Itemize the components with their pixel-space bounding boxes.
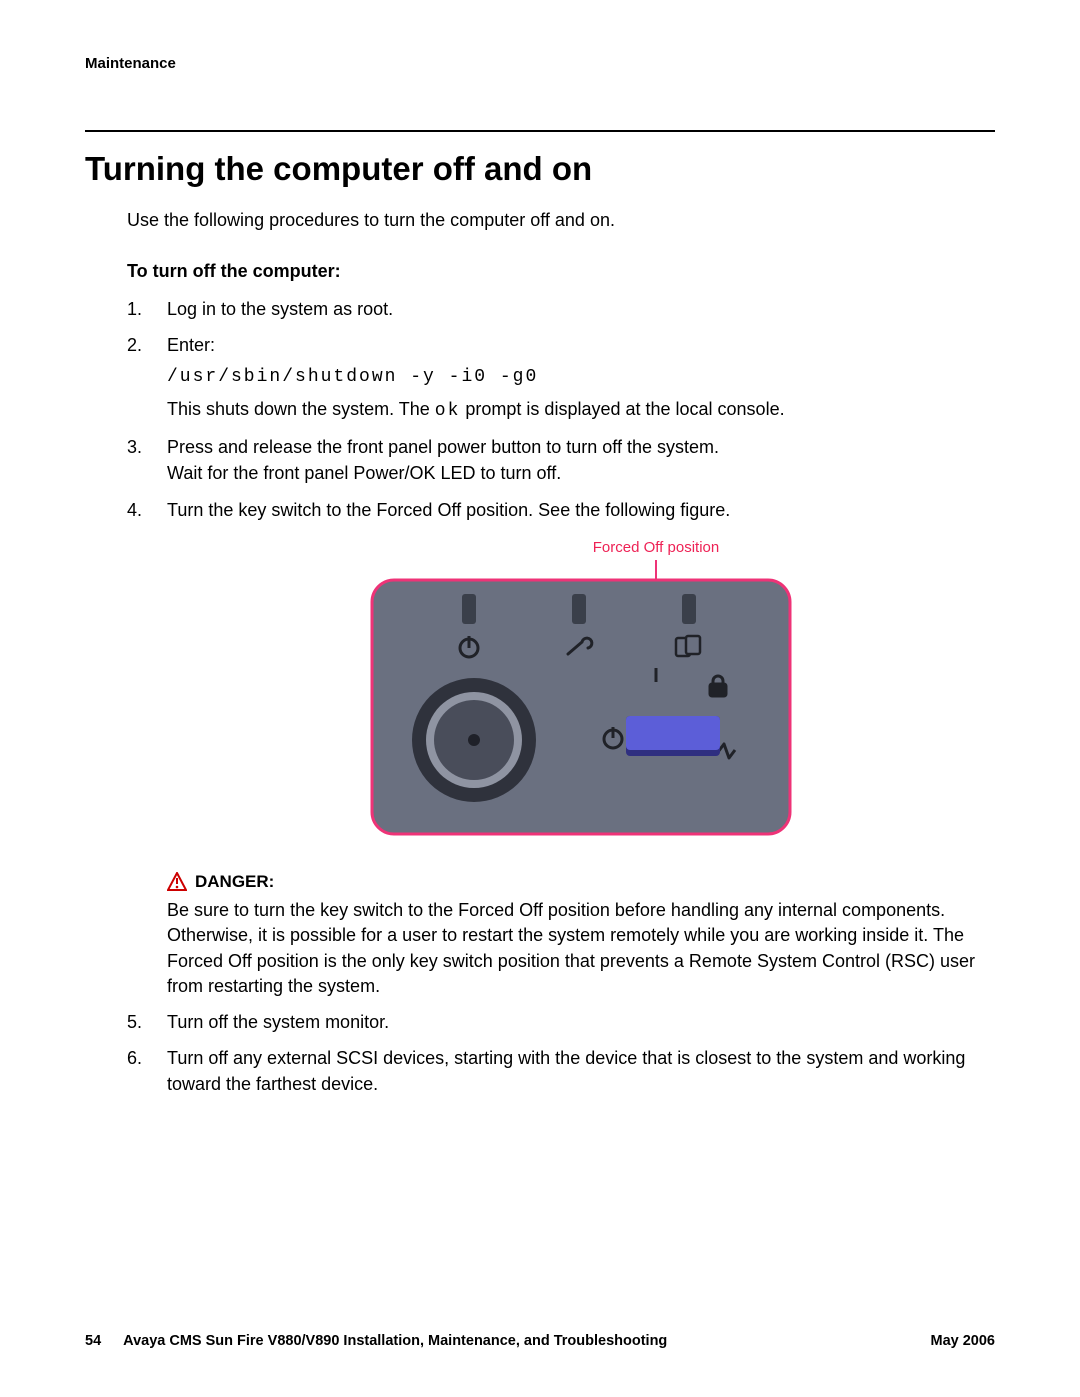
- step-text: Log in to the system as root.: [167, 299, 393, 319]
- step-text: Turn off the system monitor.: [167, 1012, 389, 1032]
- step-number: 4.: [127, 497, 142, 523]
- step-number: 2.: [127, 332, 142, 358]
- step-4: 4. Turn the key switch to the Forced Off…: [127, 497, 995, 999]
- step-text: Enter:: [167, 335, 215, 355]
- footer-title: Avaya CMS Sun Fire V880/V890 Installatio…: [123, 1333, 890, 1349]
- step-5: 5. Turn off the system monitor.: [127, 1009, 995, 1035]
- subheading: To turn off the computer:: [127, 261, 995, 282]
- text-post: prompt is displayed at the local console…: [460, 399, 784, 419]
- intro-text: Use the following procedures to turn the…: [127, 210, 995, 231]
- danger-text: Be sure to turn the key switch to the Fo…: [167, 898, 995, 999]
- figure-container: Forced Off position: [167, 537, 995, 848]
- step-3: 3. Press and release the front panel pow…: [127, 434, 995, 486]
- step-2: 2. Enter: /usr/sbin/shutdown -y -i0 -g0 …: [127, 332, 995, 424]
- figure-label: Forced Off position: [167, 537, 995, 559]
- step-text: This shuts down the system. The ok promp…: [167, 399, 785, 419]
- step-1: 1. Log in to the system as root.: [127, 296, 995, 322]
- step-number: 3.: [127, 434, 142, 460]
- step-number: 1.: [127, 296, 142, 322]
- danger-heading: DANGER:: [167, 870, 995, 895]
- step-number: 6.: [127, 1045, 142, 1071]
- steps-list: 1. Log in to the system as root. 2. Ente…: [127, 296, 995, 1097]
- command-text: /usr/sbin/shutdown -y -i0 -g0: [167, 364, 995, 390]
- text-pre: This shuts down the system. The: [167, 399, 435, 419]
- step-text: Turn off any external SCSI devices, star…: [167, 1048, 965, 1094]
- step-6: 6. Turn off any external SCSI devices, s…: [127, 1045, 995, 1097]
- page-number: 54: [85, 1333, 101, 1349]
- step-text: Press and release the front panel power …: [167, 437, 719, 457]
- danger-label: DANGER:: [195, 870, 274, 895]
- section-header: Maintenance: [85, 55, 995, 72]
- step-text: Turn the key switch to the Forced Off po…: [167, 500, 730, 520]
- power-button-icon: [412, 678, 536, 802]
- divider: [85, 130, 995, 132]
- step-text: Wait for the front panel Power/OK LED to…: [167, 463, 561, 483]
- footer-date: May 2006: [931, 1333, 996, 1349]
- warning-icon: [167, 872, 187, 892]
- page-footer: 54 Avaya CMS Sun Fire V880/V890 Installa…: [85, 1333, 995, 1349]
- page-title: Turning the computer off and on: [85, 150, 995, 188]
- mono-ok: ok: [435, 401, 461, 421]
- step-number: 5.: [127, 1009, 142, 1035]
- front-panel-figure: [366, 560, 796, 840]
